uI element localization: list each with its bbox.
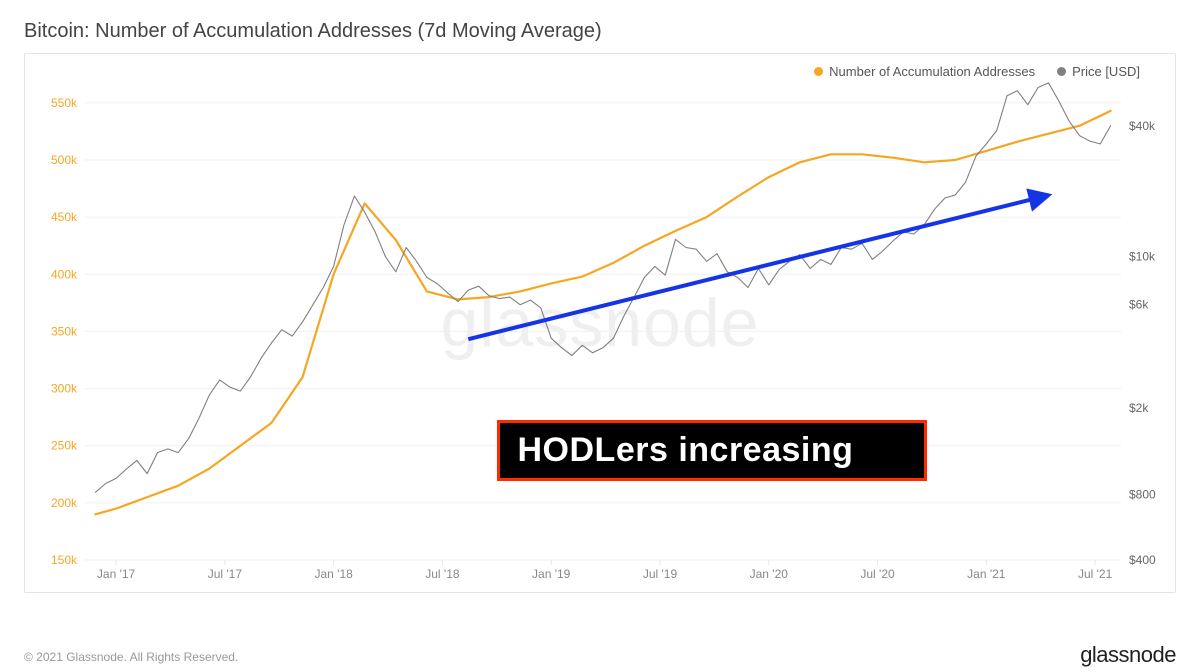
- svg-text:Jul '20: Jul '20: [860, 567, 895, 581]
- chart-svg: 150k 200k 250k 300k 350k 400k 450k 500k 550k $400…: [25, 54, 1175, 592]
- svg-text:Jul '21: Jul '21: [1078, 567, 1113, 581]
- svg-text:Jul '18: Jul '18: [425, 567, 460, 581]
- svg-text:Jul '17: Jul '17: [208, 567, 243, 581]
- svg-text:$10k: $10k: [1129, 249, 1156, 263]
- svg-text:Jan '20: Jan '20: [750, 567, 789, 581]
- svg-text:300k: 300k: [51, 382, 78, 396]
- svg-text:Jan '18: Jan '18: [314, 567, 353, 581]
- svg-text:Jan '21: Jan '21: [967, 567, 1006, 581]
- svg-text:500k: 500k: [51, 153, 78, 167]
- svg-text:250k: 250k: [51, 439, 78, 453]
- plot-area: glassnode 150k200k250k300k350k400k450k50…: [24, 53, 1176, 593]
- svg-text:$800: $800: [1129, 488, 1156, 502]
- svg-text:$2k: $2k: [1129, 401, 1149, 415]
- annotation-text: HODLers increasing: [518, 431, 854, 469]
- svg-text:200k: 200k: [51, 496, 78, 510]
- chart-title: Bitcoin: Number of Accumulation Addresse…: [24, 20, 1176, 43]
- svg-text:450k: 450k: [51, 210, 78, 224]
- svg-text:150k: 150k: [51, 553, 78, 567]
- svg-text:400k: 400k: [51, 267, 78, 281]
- svg-text:Jan '17: Jan '17: [97, 567, 136, 581]
- chart-container: Bitcoin: Number of Accumulation Addresse…: [0, 0, 1200, 672]
- svg-text:$40k: $40k: [1129, 119, 1156, 133]
- footer-copyright: © 2021 Glassnode. All Rights Reserved.: [24, 650, 238, 664]
- svg-text:$6k: $6k: [1129, 298, 1149, 312]
- svg-text:Jan '19: Jan '19: [532, 567, 571, 581]
- svg-text:550k: 550k: [51, 96, 78, 110]
- footer-brand: glassnode: [1080, 642, 1176, 668]
- annotation-hodlers: HODLers increasing: [497, 420, 927, 481]
- svg-text:Jul '19: Jul '19: [643, 567, 678, 581]
- svg-text:$400: $400: [1129, 553, 1156, 567]
- svg-text:350k: 350k: [51, 324, 78, 338]
